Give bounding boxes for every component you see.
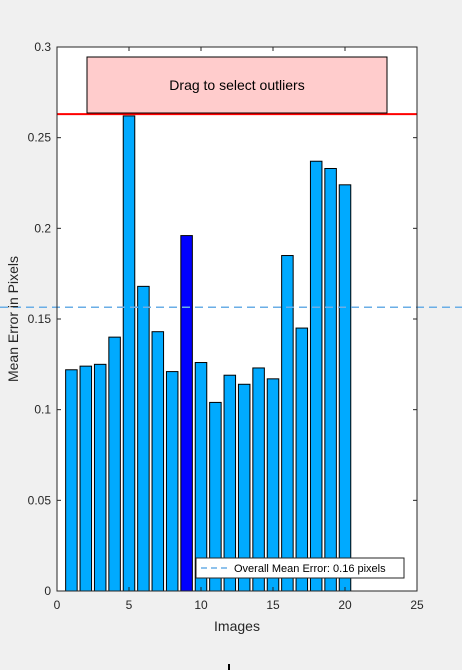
bar-image-3[interactable]: [93, 363, 107, 592]
y-axis-label: Mean Error in Pixels: [5, 256, 21, 382]
legend-box: [195, 557, 405, 579]
legend-entry: Overall Mean Error: 0.16 pixels: [234, 563, 386, 575]
y-tick-label: 0: [44, 584, 51, 598]
x-tick-label: 25: [410, 598, 424, 612]
y-tick-label: 0.25: [28, 131, 52, 145]
bar-image-9[interactable]: [180, 235, 193, 592]
bar-image-4[interactable]: [108, 336, 121, 592]
bar-image-7[interactable]: [151, 331, 165, 592]
y-tick-label: 0.15: [28, 312, 52, 326]
drag-box[interactable]: Drag to select outliers: [86, 56, 388, 114]
bar-image-8[interactable]: [165, 371, 179, 592]
bar-image-18[interactable]: [309, 160, 323, 592]
y-tick-label: 0.1: [34, 403, 51, 417]
drag-box-label: Drag to select outliers: [169, 77, 304, 93]
bar-image-17[interactable]: [295, 327, 309, 592]
drag-box-rect[interactable]: [86, 56, 388, 114]
x-tick-label: 15: [266, 598, 280, 612]
legend[interactable]: Overall Mean Error: 0.16 pixels: [195, 557, 405, 579]
y-tick-label: 0.2: [34, 221, 51, 235]
bar-image-16[interactable]: [281, 255, 294, 592]
bar-image-10[interactable]: [194, 362, 208, 592]
x-tick-label: 20: [338, 598, 352, 612]
bar-image-20[interactable]: [338, 184, 352, 592]
y-tick-label: 0.3: [34, 40, 51, 54]
y-axis-ticks: 0 0.05 0.1 0.15 0.2 0.25 0.3: [28, 40, 417, 598]
x-axis-ticks: 0 5 10 15 20 25: [54, 47, 424, 612]
bar-image-1[interactable]: [65, 369, 78, 592]
x-tick-label: 5: [126, 598, 133, 612]
bar-image-2[interactable]: [79, 365, 93, 592]
bar-image-6[interactable]: [137, 285, 150, 592]
x-tick-label: 10: [194, 598, 208, 612]
y-tick-label: 0.05: [28, 493, 52, 507]
bar-image-5[interactable]: [122, 115, 136, 592]
x-tick-label: 0: [54, 598, 61, 612]
bar-image-19[interactable]: [324, 167, 337, 592]
x-axis-label: Images: [214, 618, 260, 634]
